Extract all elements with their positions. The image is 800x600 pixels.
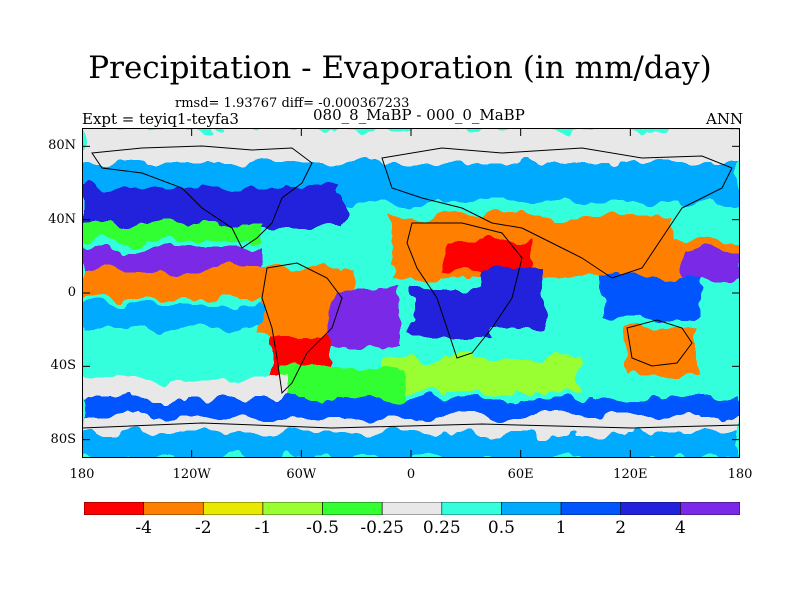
colorbar-swatch xyxy=(143,502,204,515)
colorbar-label: 1 xyxy=(555,518,567,538)
coastline-north-america xyxy=(91,145,313,249)
p-minus-e-map xyxy=(82,128,740,458)
colorbar-label: -1 xyxy=(254,518,272,538)
field-band xyxy=(82,268,262,286)
x-tick-label: 180 xyxy=(69,467,95,482)
period-label: 080_8_MaBP - 000_0_MaBP xyxy=(313,106,525,124)
field-band xyxy=(82,188,342,228)
field-band xyxy=(627,328,697,373)
x-tick-label: 0 xyxy=(406,467,416,482)
colorbar-swatch xyxy=(381,502,443,515)
stats-label: rmsd= 1.93767 diff= -0.000367233 xyxy=(175,96,410,111)
coastline-europe-asia xyxy=(381,147,733,279)
experiment-label: Expt = teyiq1-teyfa3 xyxy=(82,110,239,128)
coastline-south-america xyxy=(261,262,343,395)
colorbar-label: 2 xyxy=(615,518,627,538)
colorbar-swatch xyxy=(620,502,681,515)
x-tick-label: 60E xyxy=(507,467,534,482)
y-tick-label: 0 xyxy=(67,285,76,300)
colorbar-label: 0.5 xyxy=(487,518,515,538)
y-tick-label: 80S xyxy=(50,431,76,447)
colorbar-label: 0.25 xyxy=(422,518,461,538)
season-label: ANN xyxy=(706,110,744,128)
x-tick-label: 180 xyxy=(727,467,753,482)
colorbar-swatch xyxy=(322,502,383,515)
field-band xyxy=(282,368,402,403)
colorbar-label: 4 xyxy=(674,518,686,538)
field-band xyxy=(682,248,740,278)
x-tick-label: 120W xyxy=(172,467,211,482)
colorbar-label: -4 xyxy=(135,518,152,538)
field-band xyxy=(412,288,492,338)
field-band xyxy=(602,278,702,318)
colorbar-swatch xyxy=(441,502,502,515)
colorbar-label: -2 xyxy=(194,518,212,538)
field-band xyxy=(382,358,582,393)
colorbar-swatch xyxy=(560,502,622,515)
colorbar-swatch xyxy=(202,502,264,515)
field-band xyxy=(82,286,272,298)
x-tick-label: 60W xyxy=(286,467,317,482)
figure-title: Precipitation - Evaporation (in mm/day) xyxy=(88,50,712,86)
field-band xyxy=(82,223,262,243)
coastline-australia xyxy=(626,319,693,367)
colorbar xyxy=(84,502,740,515)
field-band xyxy=(82,248,262,270)
colorbar-swatch xyxy=(84,502,144,515)
field-band xyxy=(442,238,532,273)
field-band xyxy=(332,288,402,348)
y-tick-label: 80N xyxy=(48,138,76,154)
y-tick-label: 40N xyxy=(48,211,76,227)
coastline-africa xyxy=(406,222,523,359)
colorbar-swatch xyxy=(262,502,323,515)
colorbar-label: -0.25 xyxy=(360,518,404,538)
field-band xyxy=(82,398,740,416)
coastline-antarctica xyxy=(82,422,740,429)
colorbar-label: -0.5 xyxy=(306,518,339,538)
field-band xyxy=(82,303,282,328)
y-tick-label: 40S xyxy=(50,358,76,374)
colorbar-swatch xyxy=(501,502,562,515)
x-tick-label: 120E xyxy=(613,467,648,482)
colorbar-swatch xyxy=(680,502,740,515)
